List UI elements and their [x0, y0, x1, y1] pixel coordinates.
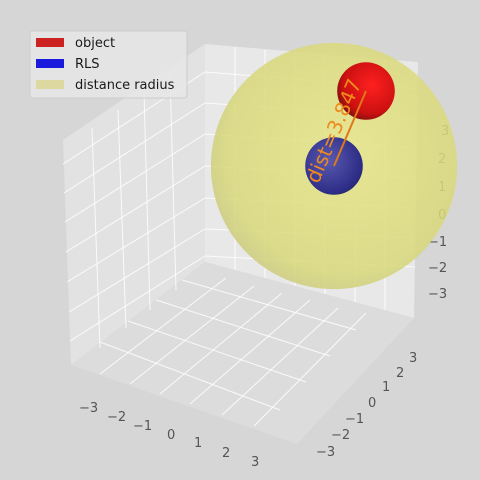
y-tick-label: 0 — [368, 396, 376, 411]
x-tick-label: 1 — [194, 436, 202, 451]
distance-line — [333, 90, 367, 167]
x-tick-labels: −3 −2 −1 0 1 2 3 — [79, 401, 259, 470]
y-tick-label: 3 — [409, 351, 417, 366]
legend: object RLS distance radius — [29, 30, 188, 99]
legend-swatch-rls — [36, 59, 64, 68]
legend-box — [29, 30, 188, 99]
legend-label-rls: RLS — [75, 57, 100, 72]
x-tick-label: 0 — [167, 428, 175, 443]
y-tick-label: 1 — [382, 380, 390, 395]
floor-pane — [71, 262, 414, 444]
x-tick-label: −2 — [107, 410, 126, 425]
data-marks: dist=3.847 — [210, 42, 458, 290]
x-tick-label: 2 — [222, 446, 230, 461]
x-tick-label: −1 — [133, 419, 152, 434]
y-tick-label: −2 — [331, 428, 350, 443]
legend-label-distance-radius: distance radius — [75, 78, 175, 93]
y-tick-label: −3 — [316, 445, 335, 460]
y-tick-label: 2 — [396, 366, 404, 381]
y-tick-labels: −3 −2 −1 0 1 2 3 — [316, 351, 417, 460]
legend-swatch-distance-radius — [36, 80, 64, 89]
z-tick-label: −3 — [428, 287, 447, 302]
y-tick-label: −1 — [345, 412, 364, 427]
x-tick-label: −3 — [79, 401, 98, 416]
x-tick-label: 3 — [251, 455, 259, 470]
z-tick-label: −2 — [428, 261, 447, 276]
legend-swatch-object — [36, 38, 64, 47]
legend-label-object: object — [75, 36, 115, 51]
left-pane — [63, 44, 205, 365]
